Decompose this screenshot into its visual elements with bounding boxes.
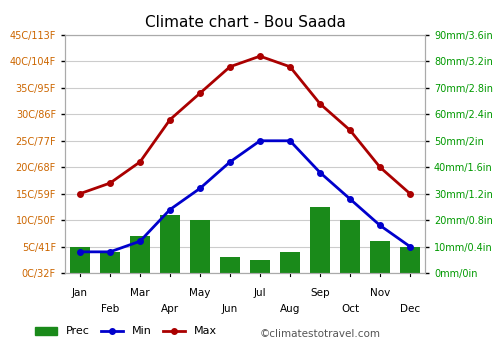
Text: May: May	[190, 288, 210, 298]
Text: Nov: Nov	[370, 288, 390, 298]
Bar	[190, 220, 210, 273]
Legend: Prec, Min, Max: Prec, Min, Max	[30, 322, 222, 341]
Bar	[250, 260, 270, 273]
Text: Apr: Apr	[161, 304, 179, 314]
Text: Feb: Feb	[101, 304, 119, 314]
Bar	[400, 246, 420, 273]
Text: ©climatestotravel.com: ©climatestotravel.com	[260, 329, 381, 339]
Text: Jun: Jun	[222, 304, 238, 314]
Text: Sep: Sep	[310, 288, 330, 298]
Text: Jan: Jan	[72, 288, 88, 298]
Text: Dec: Dec	[400, 304, 420, 314]
Bar	[70, 246, 90, 273]
Bar	[130, 236, 150, 273]
Bar	[160, 215, 180, 273]
Bar	[220, 257, 240, 273]
Text: Jul: Jul	[254, 288, 266, 298]
Bar	[340, 220, 360, 273]
Text: Aug: Aug	[280, 304, 300, 314]
Bar	[280, 252, 300, 273]
Text: Oct: Oct	[341, 304, 359, 314]
Title: Climate chart - Bou Saada: Climate chart - Bou Saada	[144, 15, 346, 30]
Bar	[370, 241, 390, 273]
Bar	[310, 207, 330, 273]
Text: Mar: Mar	[130, 288, 150, 298]
Bar	[100, 252, 120, 273]
